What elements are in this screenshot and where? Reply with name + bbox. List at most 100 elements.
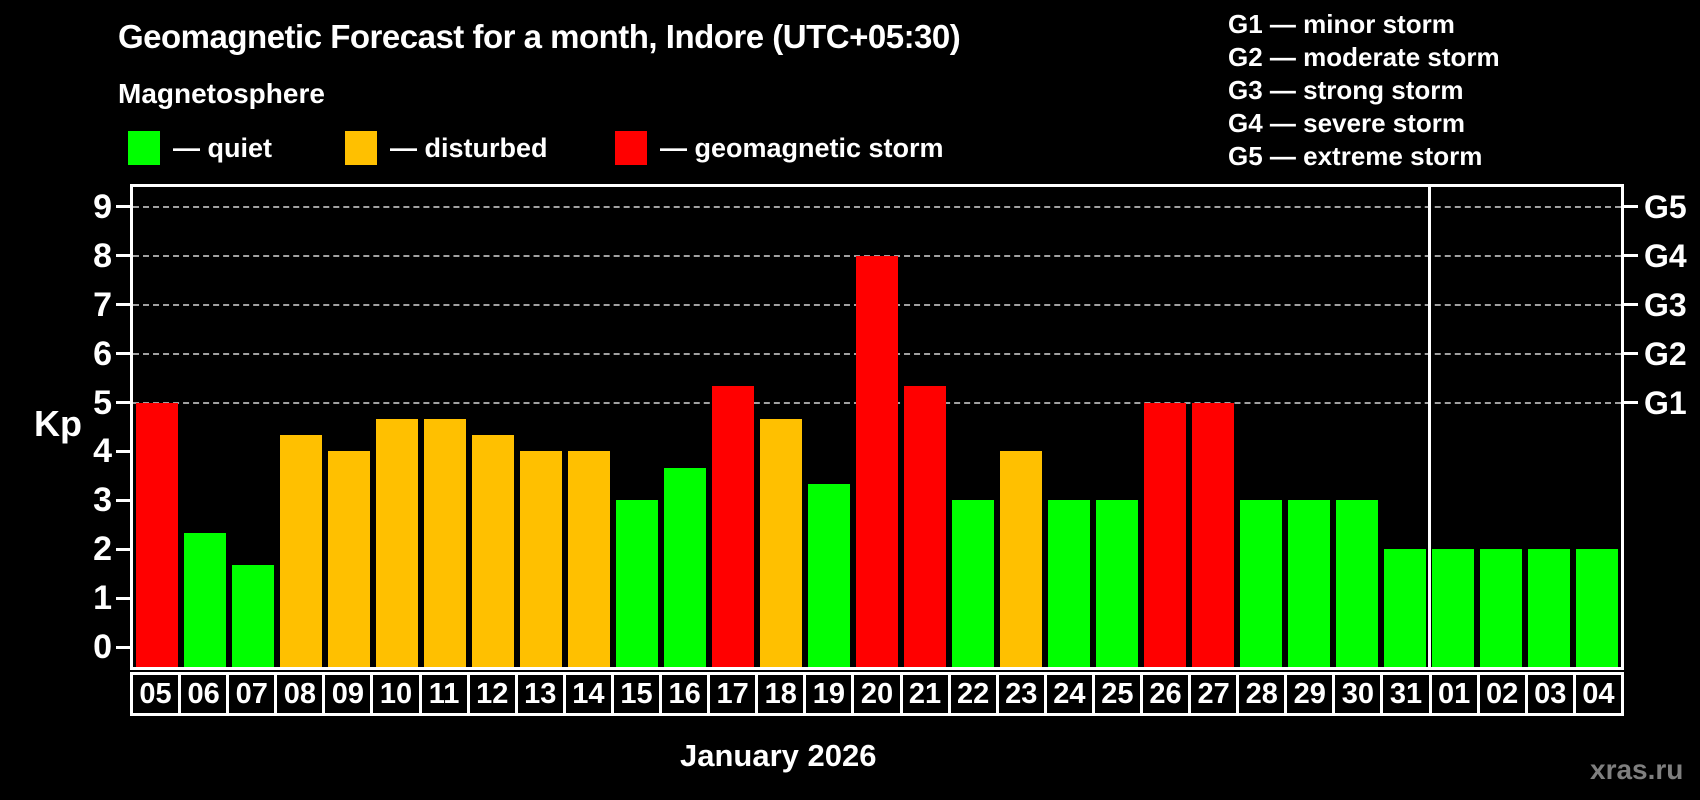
kp-bar-day-08 [280,435,322,667]
day-label-21: 21 [899,672,951,716]
kp-bar-day-09 [328,451,370,667]
kp-bar-day-19 [808,484,850,667]
kp-bar-day-13 [520,451,562,667]
page-title: Geomagnetic Forecast for a month, Indore… [118,18,961,55]
day-label-30: 30 [1332,672,1384,716]
day-label-02: 02 [1476,672,1528,716]
y-axis-tick-6 [116,352,130,356]
day-label-04: 04 [1572,672,1624,716]
kp-bar-day-15 [616,500,658,667]
day-label-27: 27 [1188,672,1240,716]
y-axis-tick-2 [116,547,130,551]
plot-inner [133,187,1621,667]
day-label-15: 15 [610,672,663,716]
kp-bar-day-22 [952,500,994,667]
kp-bar-day-29 [1288,500,1330,667]
y-axis-tick-1 [116,596,130,600]
kp-bar-day-17 [712,386,754,667]
gridline-kp9 [133,205,1621,208]
g-legend-line-g2: G2 — moderate storm [1228,42,1500,72]
day-label-13: 13 [514,672,566,716]
day-label-07: 07 [226,672,278,716]
kp-bar-day-21 [904,386,946,667]
month-separator-line [1427,187,1431,667]
g-legend-line-g4: G4 — severe storm [1228,108,1466,138]
day-label-03: 03 [1524,672,1576,716]
chart-subtitle: Magnetosphere [118,78,325,109]
y-axis-tick-8 [116,254,130,258]
disturbed-color-swatch [345,131,377,165]
right-axis-label-G1: G1 [1644,384,1687,421]
kp-bar-day-23 [1000,451,1042,667]
legend-item-disturbed: — disturbed [345,130,548,166]
day-label-14: 14 [562,672,614,716]
g-legend-line-g1: G1 — minor storm [1228,9,1455,39]
gridline-kp8 [133,254,1621,257]
kp-bar-day-27 [1192,402,1234,667]
day-label-31: 31 [1380,672,1432,716]
day-label-22: 22 [947,672,999,716]
y-axis-tick-label-1: 1 [93,579,112,618]
day-label-28: 28 [1236,672,1288,716]
kp-bar-day-24 [1048,500,1090,667]
day-label-05: 05 [130,672,182,716]
right-axis-tick-G5 [1624,205,1638,209]
y-axis-tick-3 [116,498,130,502]
day-label-12: 12 [466,672,518,716]
kp-bar-day-25 [1096,500,1138,667]
y-axis-tick-9 [116,205,130,209]
legend-label-storm: — geomagnetic storm [660,132,944,163]
right-axis-tick-G3 [1624,303,1638,307]
y-axis-tick-7 [116,303,130,307]
y-axis-tick-label-0: 0 [93,628,112,666]
y-axis-tick-label-2: 2 [93,530,112,569]
kp-bar-day-11 [424,418,466,667]
day-label-01: 01 [1428,672,1480,716]
day-label-11: 11 [418,672,470,716]
right-axis-tick-G4 [1624,254,1638,258]
y-axis-tick-5 [116,401,130,404]
kp-bar-day-14 [568,451,610,667]
legend-item-storm: — geomagnetic storm [615,130,944,166]
y-axis-tick-label-6: 6 [93,334,112,373]
kp-bar-day-18 [760,418,802,667]
kp-bar-day-28 [1240,500,1282,667]
day-label-09: 09 [322,672,374,716]
plot-area [130,184,1624,670]
day-label-08: 08 [274,672,326,716]
kp-bar-day-04 [1576,549,1618,667]
kp-bar-day-12 [472,435,514,667]
kp-bar-day-01 [1432,549,1474,667]
day-label-10: 10 [370,672,422,716]
kp-bar-day-05 [136,402,178,667]
watermark: xras.ru [1590,754,1684,785]
y-axis-tick-label-7: 7 [93,285,112,324]
y-axis-tick-label-3: 3 [93,481,112,520]
kp-bar-day-02 [1480,549,1522,667]
day-label-26: 26 [1139,672,1192,716]
y-axis-tick-label-4: 4 [93,432,112,471]
y-axis-tick-label-9: 9 [93,187,112,226]
day-label-06: 06 [178,672,230,716]
kp-bar-day-30 [1336,500,1378,667]
day-label-17: 17 [707,672,759,716]
y-axis-tick-label-8: 8 [93,236,112,275]
x-axis-day-labels: 05 06 07 08 09 10 11 12 13 14 15 16 17 18 19 20 21 22 23 24… [130,672,1624,716]
right-axis-label-G5: G5 [1644,188,1687,225]
y-axis-tick-label-5: 5 [93,383,112,422]
legend-label-disturbed: — disturbed [390,132,548,163]
day-label-23: 23 [995,672,1047,716]
kp-bar-day-31 [1384,549,1426,667]
kp-bar-day-06 [184,533,226,667]
right-axis-tick-G1 [1624,401,1638,404]
kp-bar-day-20 [856,255,898,667]
legend-label-quiet: — quiet [173,132,272,163]
g-legend-line-g3: G3 — strong storm [1228,75,1464,105]
g-scale-legend: G1 — minor storm G2 — moderate storm G3 … [1228,8,1500,173]
y-axis-title: Kp [34,402,82,444]
kp-bar-day-10 [376,418,418,667]
day-label-24: 24 [1043,672,1095,716]
day-label-29: 29 [1284,672,1336,716]
right-axis-label-G2: G2 [1644,335,1687,372]
